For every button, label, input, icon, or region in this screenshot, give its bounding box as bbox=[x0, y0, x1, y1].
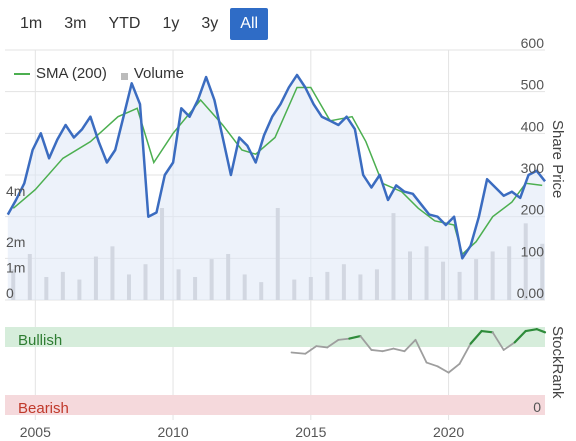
stockrank-segment bbox=[469, 329, 483, 345]
volume-tick-label: 2m bbox=[6, 234, 25, 250]
stockrank-segment bbox=[447, 362, 461, 374]
stockrank-segment bbox=[290, 351, 307, 355]
stockrank-axis-title: StockRank bbox=[549, 326, 566, 399]
volume-legend-label[interactable]: Volume bbox=[133, 65, 184, 82]
stockrank-segment bbox=[392, 347, 406, 353]
year-tick-label: 2020 bbox=[433, 424, 464, 440]
stockrank-segment bbox=[502, 341, 516, 351]
year-tick-label: 2010 bbox=[157, 424, 188, 440]
price-tick-label: 500 bbox=[521, 77, 545, 93]
bullish-label: Bullish bbox=[18, 332, 62, 349]
stockrank-segment bbox=[480, 329, 494, 334]
price-tick-label: 600 bbox=[521, 35, 545, 51]
stockrank-segment bbox=[491, 331, 505, 351]
range-tab-1m[interactable]: 1m bbox=[20, 15, 43, 32]
stockrank-segment bbox=[535, 328, 547, 334]
stockrank-segment bbox=[326, 338, 340, 349]
stockrank-segment bbox=[304, 345, 318, 355]
stockrank-segment bbox=[524, 328, 538, 333]
range-tab-ytd[interactable]: YTD bbox=[108, 15, 141, 32]
range-tab-3m[interactable]: 3m bbox=[64, 15, 87, 32]
stockrank-segment bbox=[414, 338, 428, 364]
volume-tick-label: 1m bbox=[6, 259, 25, 275]
price-tick-label: 200 bbox=[521, 202, 545, 218]
stockrank-tick-label: 0 bbox=[533, 399, 541, 415]
price-tick-label: 400 bbox=[521, 118, 545, 134]
price-area-fill bbox=[7, 75, 545, 300]
price-tick-label: 100 bbox=[521, 243, 545, 259]
stockrank-segment bbox=[381, 347, 395, 353]
share-price-axis-title: Share Price bbox=[549, 120, 566, 199]
range-tab-all[interactable]: All bbox=[230, 8, 269, 40]
stockrank-segment bbox=[370, 349, 384, 353]
sma-legend-label[interactable]: SMA (200) bbox=[36, 65, 107, 82]
stockrank-segment bbox=[315, 345, 329, 349]
volume-legend-swatch bbox=[120, 73, 128, 80]
stockrank-segment bbox=[337, 337, 351, 341]
volume-tick-label: 0 bbox=[6, 285, 14, 301]
bearish-band bbox=[5, 395, 545, 415]
stockrank-segment bbox=[458, 342, 472, 365]
bullish-band bbox=[5, 327, 545, 347]
volume-tick-label: 4m bbox=[6, 183, 25, 199]
stockrank-segment bbox=[513, 329, 527, 344]
stockrank-segment bbox=[348, 334, 362, 340]
stockrank-segment bbox=[403, 338, 417, 353]
range-tab-1y[interactable]: 1y bbox=[162, 15, 180, 32]
year-tick-label: 2015 bbox=[295, 424, 326, 440]
range-selector: 1m 3m YTD 1y 3y All bbox=[10, 8, 269, 40]
sma-legend-swatch bbox=[14, 72, 30, 75]
bearish-label: Bearish bbox=[18, 400, 69, 417]
stockrank-segment bbox=[436, 365, 450, 374]
year-tick-label: 2005 bbox=[20, 424, 51, 440]
chart-legend: SMA (200) Volume bbox=[14, 65, 184, 82]
stockrank-segment bbox=[425, 361, 439, 368]
price-line bbox=[6, 73, 546, 260]
range-tab-3y[interactable]: 3y bbox=[201, 15, 219, 32]
price-tick-label: 300 bbox=[521, 160, 545, 176]
price-tick-label: 0.00 bbox=[517, 285, 544, 301]
stockrank-segment bbox=[359, 335, 373, 351]
